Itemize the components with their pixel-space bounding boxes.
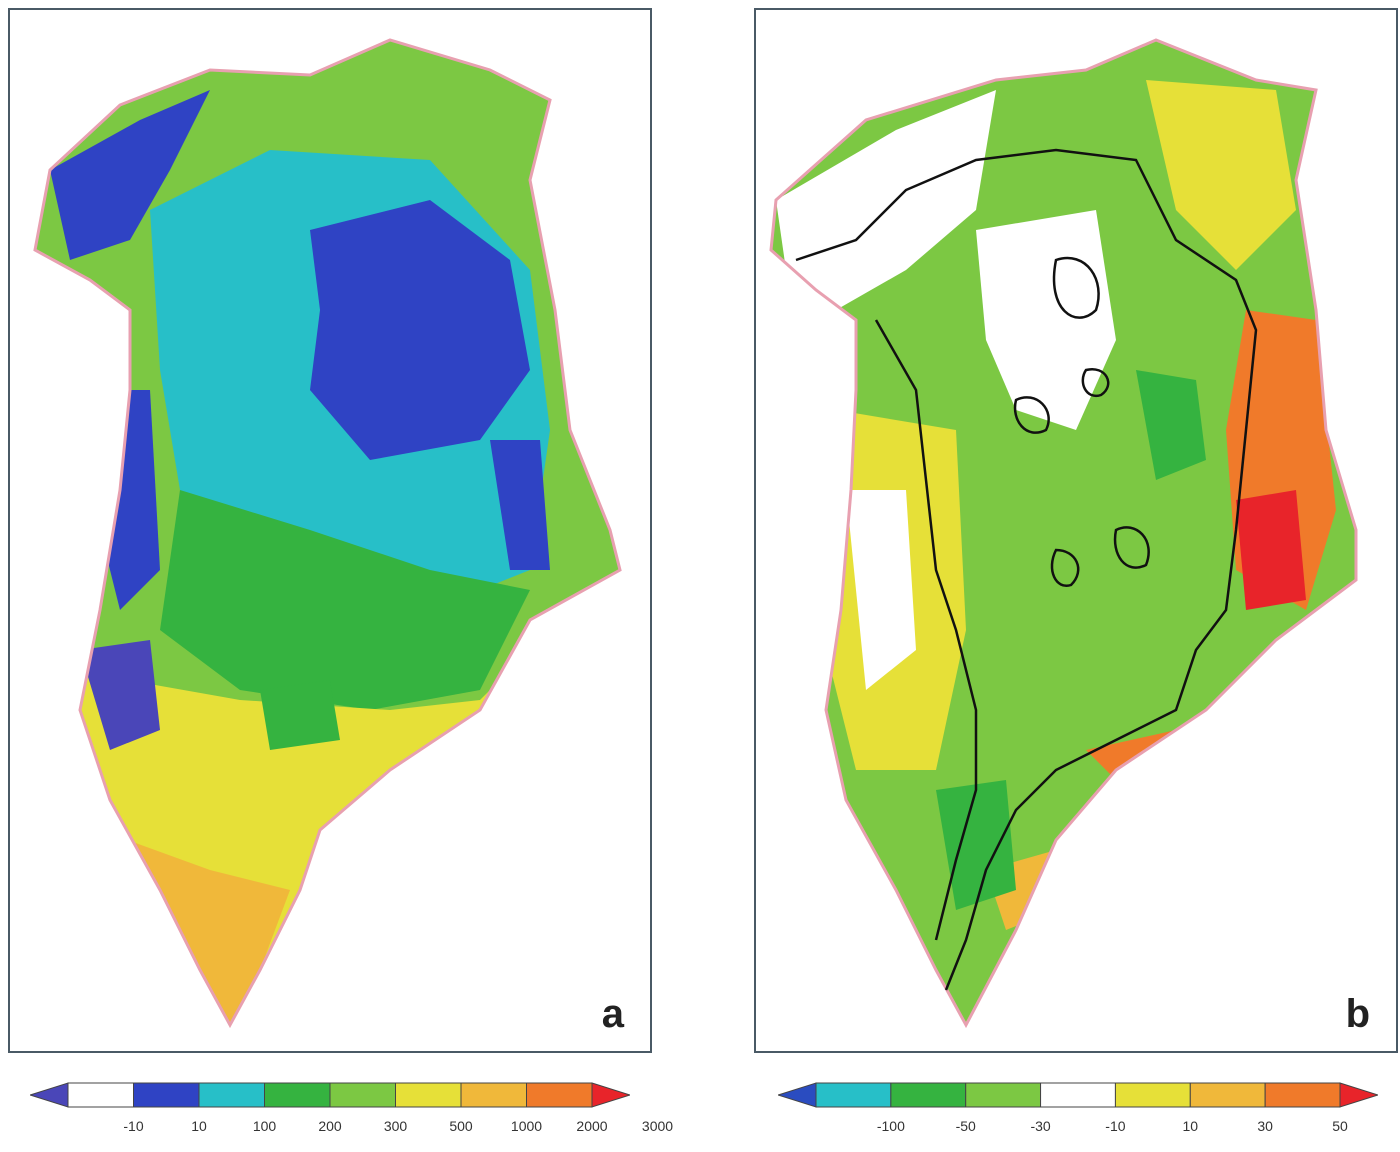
colorbar-a-bin-5 xyxy=(329,1082,396,1108)
colorbar-a-bin-6 xyxy=(395,1082,462,1108)
colorbar-b-tick-label: 10 xyxy=(1182,1118,1199,1134)
colorbar-a-tick-label: 100 xyxy=(252,1118,277,1134)
colorbar-a-tick-label: 1000 xyxy=(510,1118,543,1134)
colorbar-b-bin-3 xyxy=(965,1082,1042,1108)
colorbar-a-tick-label: 500 xyxy=(449,1118,473,1134)
colorbar-a-tick-label: 200 xyxy=(318,1118,342,1134)
colorbar-a: -10 10 100 200 300 500 1000 2000 3000 xyxy=(30,1082,673,1152)
colorbar-b-tick-label: 50 xyxy=(1332,1118,1348,1134)
colorbar-a-tick-label: -10 xyxy=(123,1118,144,1134)
colorbar-a-tick-label: 3000 xyxy=(641,1118,674,1134)
map-panel-a: a xyxy=(8,8,652,1053)
colorbar-a-low-end xyxy=(30,1082,69,1108)
colorbar-a-bin-4 xyxy=(264,1082,331,1108)
colorbar-b-tick-label: -100 xyxy=(876,1118,905,1134)
colorbar-b-bin-5 xyxy=(1114,1082,1191,1108)
panel-label-b: b xyxy=(1345,992,1370,1036)
greenland-map-b xyxy=(769,38,1358,1029)
colorbar-a-tick-label: 2000 xyxy=(576,1118,608,1134)
colorbar-b-low-end xyxy=(778,1082,817,1108)
colorbar-a-high-end xyxy=(591,1082,630,1108)
colorbar-a-graphic xyxy=(30,1082,630,1108)
colorbar-b-bin-7 xyxy=(1264,1082,1341,1108)
colorbar-a-bin-1 xyxy=(67,1082,134,1108)
colorbar-a-bin-3 xyxy=(198,1082,265,1108)
colorbar-b-graphic xyxy=(778,1082,1378,1108)
panel-label-a: a xyxy=(601,992,624,1036)
colorbar-b-tick-label: 30 xyxy=(1257,1118,1273,1134)
colorbar-b-tick-label: -50 xyxy=(955,1118,976,1134)
colorbar-b-high-end xyxy=(1339,1082,1378,1108)
colorbar-a-bin-8 xyxy=(526,1082,593,1108)
colorbar-b-bin-6 xyxy=(1189,1082,1266,1108)
colorbar-b: -100-50-30-10103050100 xyxy=(778,1082,1378,1152)
greenland-map-a xyxy=(33,38,622,1029)
colorbar-a-tick-label: 300 xyxy=(383,1118,408,1134)
colorbar-b-tick-label: -10 xyxy=(1105,1118,1126,1134)
colorbar-b-bin-2 xyxy=(890,1082,967,1108)
colorbar-a-bin-7 xyxy=(460,1082,527,1108)
colorbar-a-tick-label: 10 xyxy=(191,1118,207,1134)
colorbar-b-tick-label: -30 xyxy=(1030,1118,1051,1134)
colorbar-a-bin-2 xyxy=(133,1082,200,1108)
colorbar-b-bin-4 xyxy=(1040,1082,1116,1108)
colorbar-b-bin-1 xyxy=(815,1082,892,1108)
map-panel-b: b xyxy=(754,8,1398,1053)
